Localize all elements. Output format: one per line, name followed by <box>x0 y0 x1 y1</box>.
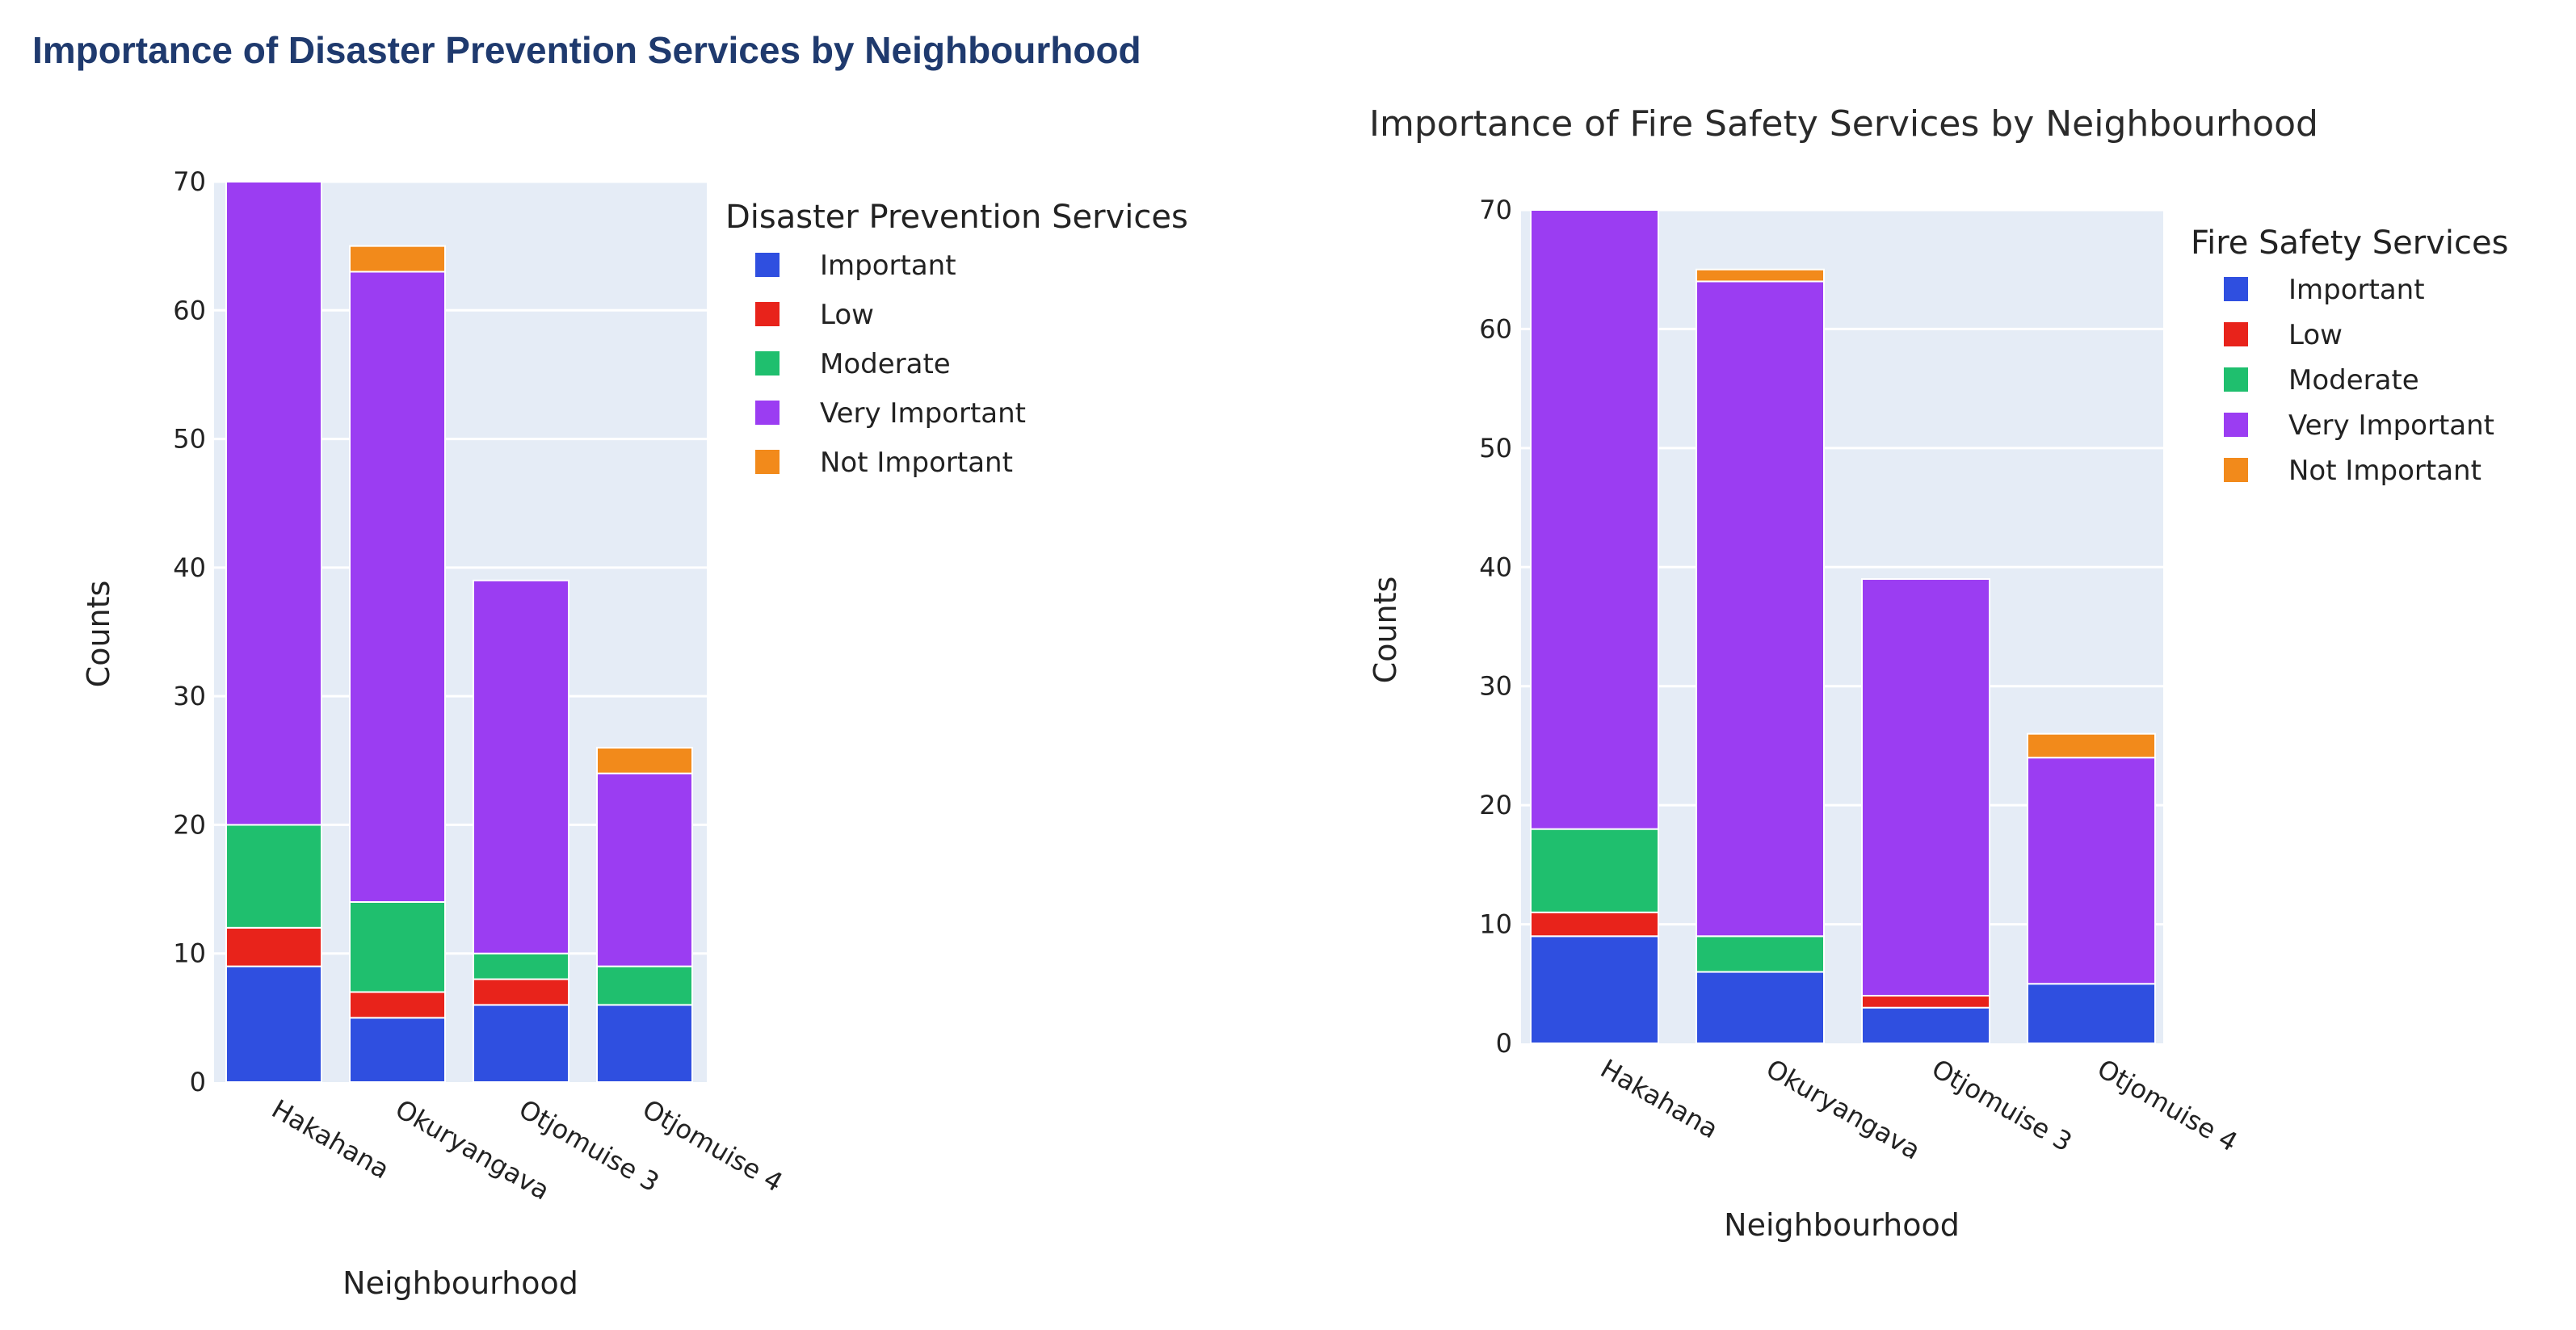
legend-swatch[interactable] <box>755 253 780 277</box>
bar-segment <box>225 965 322 1083</box>
disaster-prevention-chart: Importance of Disaster Prevention Servic… <box>0 0 1284 1330</box>
y-tick-label: 50 <box>173 424 206 455</box>
x-tick-label: Otjomuise 4 <box>2092 1053 2243 1158</box>
y-tick-label: 0 <box>190 1067 206 1097</box>
x-tick-label: Hakahana <box>1595 1053 1723 1144</box>
legend-label[interactable]: Low <box>2288 319 2343 351</box>
bar-segment <box>225 181 322 826</box>
x-axis-label: Neighbourhood <box>1724 1207 1960 1243</box>
y-tick-label: 40 <box>1479 552 1512 582</box>
bar-segment <box>1530 911 1659 938</box>
legend: Disaster Prevention Services Important Lo… <box>725 199 1188 479</box>
y-tick-label: 20 <box>1479 790 1512 820</box>
bar-segment <box>1530 935 1659 1045</box>
y-tick-label: 40 <box>173 552 206 583</box>
bar-segment <box>1696 971 1825 1044</box>
y-tick-label: 0 <box>1496 1028 1512 1059</box>
bar-segment <box>596 746 693 774</box>
legend-label[interactable]: Moderate <box>2288 364 2419 396</box>
legend-label[interactable]: Moderate <box>820 348 951 380</box>
bar-segment <box>225 824 322 929</box>
bar-segment <box>2027 983 2156 1045</box>
fire-safety-chart-svg: Importance of Fire Safety Services by Ne… <box>1368 103 2508 1243</box>
bar-segment <box>473 978 569 1006</box>
legend-label[interactable]: Very Important <box>2288 409 2494 442</box>
bar-segment <box>1696 280 1825 938</box>
bar-segment <box>1696 268 1825 283</box>
legend-swatch[interactable] <box>2224 277 2248 301</box>
bar-segment <box>349 901 446 993</box>
y-tick-label: 30 <box>173 681 206 711</box>
legend-swatch[interactable] <box>2224 413 2248 437</box>
legend-label[interactable]: Not Important <box>2288 455 2481 487</box>
bar-segment <box>349 991 446 1019</box>
legend-label[interactable]: Important <box>2288 274 2425 306</box>
bar-segment <box>349 245 446 273</box>
fire-safety-chart: Importance of Fire Safety Services by Ne… <box>1333 0 2576 1330</box>
legend-label[interactable]: Not Important <box>820 447 1013 479</box>
x-tick-label: Otjomuise 4 <box>637 1093 788 1198</box>
y-tick-label: 70 <box>173 166 206 197</box>
y-tick-label: 70 <box>1479 195 1512 225</box>
y-tick-label: 50 <box>1479 433 1512 464</box>
bar-segment <box>1530 828 1659 913</box>
y-axis-label: Counts <box>81 581 116 688</box>
bar-segment <box>473 952 569 980</box>
y-tick-label: 10 <box>1479 909 1512 940</box>
legend-swatch[interactable] <box>755 351 780 376</box>
bar-segment <box>473 579 569 954</box>
x-tick-label: Otjomuise 3 <box>1927 1053 2078 1158</box>
bars <box>1530 209 2156 1045</box>
bar-segment <box>596 1004 693 1084</box>
chart-title: Importance of Fire Safety Services by Ne… <box>1369 103 2318 145</box>
legend-swatch[interactable] <box>2224 458 2248 482</box>
legend-title: Disaster Prevention Services <box>725 199 1188 236</box>
chart-title: Importance of Disaster Prevention Servic… <box>32 29 1141 71</box>
y-axis-label: Counts <box>1368 577 1403 684</box>
legend-swatch[interactable] <box>755 401 780 425</box>
y-tick-label: 20 <box>173 809 206 840</box>
bar-segment <box>596 965 693 1006</box>
legend-label[interactable]: Very Important <box>820 397 1026 430</box>
x-tick-label: Hakahana <box>267 1093 394 1185</box>
x-axis-label: Neighbourhood <box>342 1265 578 1301</box>
y-tick-label: 10 <box>173 938 206 969</box>
bar-segment <box>596 772 693 967</box>
bar-segment <box>2027 757 2156 985</box>
bar-segment <box>1861 995 1990 1009</box>
legend-swatch[interactable] <box>755 302 780 326</box>
bar-segment <box>1696 935 1825 973</box>
legend-swatch[interactable] <box>2224 367 2248 392</box>
x-tick-label: Okuryangava <box>1761 1053 1926 1166</box>
bar-segment <box>1530 209 1659 830</box>
bar-segment <box>1861 1006 1990 1045</box>
y-tick-label: 60 <box>1479 313 1512 344</box>
bar-segment <box>473 1004 569 1084</box>
bar-segment <box>349 271 446 903</box>
legend-label[interactable]: Low <box>820 299 874 331</box>
bar-segment <box>1861 578 1990 997</box>
y-tick-label: 30 <box>1479 671 1512 702</box>
bars <box>225 181 693 1084</box>
disaster-prevention-chart-svg: Importance of Disaster Prevention Servic… <box>32 29 1188 1301</box>
legend-label[interactable]: Important <box>820 250 956 282</box>
y-axis-ticks: 0 10 20 30 40 50 60 70 <box>173 166 206 1097</box>
legend: Fire Safety Services Important Low Moderat… <box>2191 224 2508 487</box>
legend-swatch[interactable] <box>755 450 780 474</box>
bar-segment <box>225 926 322 967</box>
y-axis-ticks: 0 10 20 30 40 50 60 70 <box>1479 195 1512 1059</box>
bar-segment <box>349 1017 446 1084</box>
y-tick-label: 60 <box>173 295 206 325</box>
bar-segment <box>2027 732 2156 759</box>
legend-swatch[interactable] <box>2224 322 2248 346</box>
legend-title: Fire Safety Services <box>2191 224 2508 262</box>
